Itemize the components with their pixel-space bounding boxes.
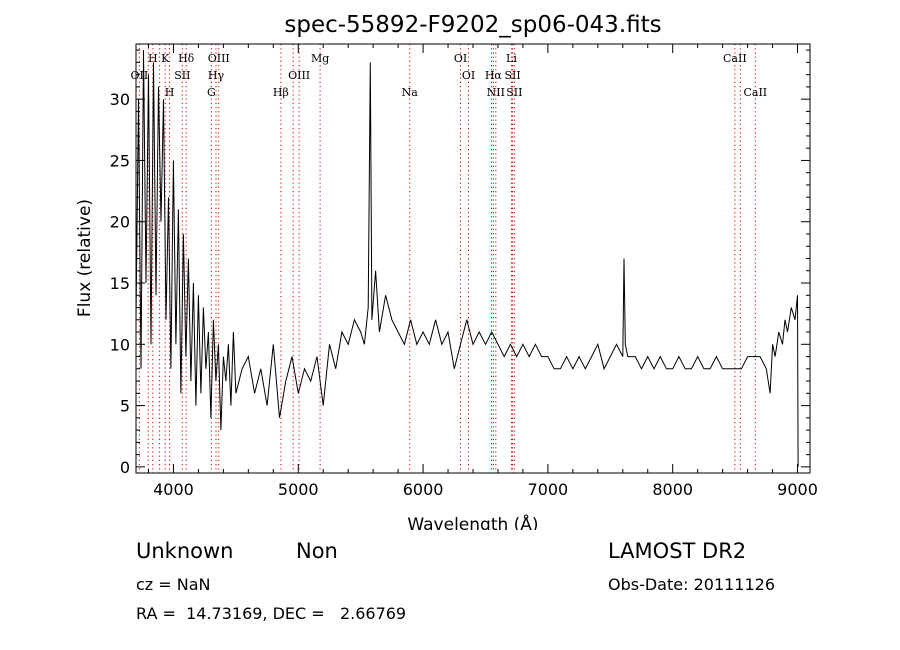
line-label-26: CaII [743, 86, 767, 99]
line-label-10: OIII [208, 52, 230, 65]
line-label-24: CaII [723, 52, 747, 65]
line-label-9: Hγ [208, 69, 225, 82]
plot-frame [135, 43, 811, 474]
x-tick-label-5: 9000 [777, 480, 818, 499]
line-label-8: G [207, 86, 216, 99]
y-axis-ticks: 0 5 10 15 20 25 30 [110, 49, 810, 477]
object-subclass: Non [296, 539, 338, 563]
line-label-11: Hβ [273, 86, 289, 99]
line-label-21: Li [506, 52, 517, 65]
line-label-17: OI [462, 69, 475, 82]
x-tick-label-3: 7000 [528, 480, 569, 499]
y-tick-label-6: 30 [110, 90, 130, 109]
line-label-16: OI [454, 52, 467, 65]
x-tick-label-2: 6000 [403, 480, 444, 499]
x-axis-ticks: 4000 5000 6000 7000 8000 9000 [147, 44, 818, 499]
line-label-20: NII [487, 86, 505, 99]
y-tick-label-5: 25 [110, 151, 130, 170]
line-label-15: Na [402, 86, 419, 99]
chart-title: spec-55892-F9202_sp06-043.fits [284, 12, 661, 38]
x-axis-label: Wavelength (Å) [407, 513, 538, 530]
y-tick-label-1: 5 [120, 397, 130, 416]
coordinates: RA = 14.73169, DEC = 2.66769 [136, 604, 407, 623]
y-tick-label-4: 20 [110, 213, 130, 232]
x-tick-label-4: 8000 [652, 480, 693, 499]
line-label-23: SII [506, 86, 522, 99]
line-label-6: SII [174, 69, 190, 82]
line-label-13: OIII [288, 69, 310, 82]
y-tick-label-3: 15 [110, 274, 130, 293]
observation-date: Obs-Date: 20111126 [608, 575, 776, 594]
line-label-4: K [161, 52, 170, 65]
line-label-22: SII [504, 69, 520, 82]
x-tick-label-0: 4000 [153, 480, 194, 499]
y-axis-label: Flux (relative) [75, 199, 95, 317]
line-label-19: Hα [485, 69, 503, 82]
redshift-cz: cz = NaN [136, 575, 211, 594]
object-class: Unknown [136, 539, 234, 563]
y-tick-label-2: 10 [110, 335, 130, 354]
y-tick-label-0: 0 [120, 458, 130, 477]
emission-line-markers [138, 44, 756, 473]
line-label-5: H [165, 86, 175, 99]
line-label-0: OII [131, 69, 149, 82]
survey-name: LAMOST DR2 [608, 539, 747, 563]
line-label-14: Mg [311, 52, 329, 65]
spectrum-line [135, 50, 799, 467]
line-label-7: Hδ [178, 52, 195, 65]
x-tick-label-1: 5000 [278, 480, 319, 499]
line-label-2: H [148, 52, 158, 65]
